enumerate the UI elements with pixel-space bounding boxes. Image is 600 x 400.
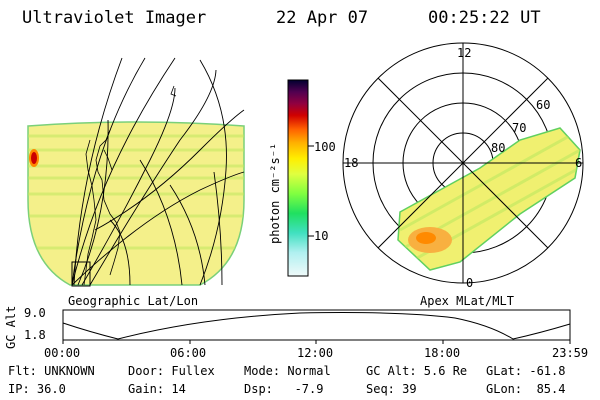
geographic-caption: Geographic Lat/Lon (68, 294, 199, 308)
footprint-box (71, 261, 91, 287)
filter-info: Flt: UNKNOWN (8, 364, 95, 378)
seq-info: Seq: 39 (366, 382, 417, 396)
xtick-1200: 12:00 (297, 346, 334, 360)
date-label: 22 Apr 07 (276, 8, 369, 28)
mlt-6-label: 6 (575, 156, 583, 170)
polar-plot (342, 42, 584, 284)
xtick-0000: 00:00 (44, 346, 81, 360)
dsp-info: Dsp: -7.9 (244, 382, 324, 396)
lat-70-label: 70 (512, 121, 527, 135)
lat-80-label: 80 (491, 141, 506, 155)
xtick-2359: 23:59 (552, 346, 589, 360)
mlt-0-label: 0 (466, 276, 474, 290)
polar-caption: Apex MLat/MLT (420, 294, 514, 308)
mode-info: Mode: Normal (244, 364, 331, 378)
gain-info: Gain: 14 (128, 382, 186, 396)
time-label: 00:25:22 UT (428, 8, 541, 28)
instrument-title: Ultraviolet Imager (22, 8, 207, 28)
door-info: Door: Fullex (128, 364, 215, 378)
altitude-axis-label: GC Alt (4, 305, 18, 349)
color-bar (287, 79, 314, 277)
mlt-18-label: 18 (344, 156, 359, 170)
geographic-image (27, 121, 245, 286)
colorbar-tick-10: 10 (314, 229, 329, 243)
glon-info: GLon: 85.4 (486, 382, 566, 396)
altitude-plot (62, 309, 571, 344)
xtick-0600: 06:00 (170, 346, 207, 360)
ip-info: IP: 36.0 (8, 382, 66, 396)
glat-info: GLat: -61.8 (486, 364, 566, 378)
xtick-1800: 18:00 (424, 346, 461, 360)
colorbar-unit-label: photon cm⁻²s⁻¹ (268, 142, 282, 244)
mlt-12-label: 12 (457, 46, 472, 60)
lat-60-label: 60 (536, 98, 551, 112)
gc-alt-info: GC Alt: 5.6 Re (366, 364, 468, 378)
colorbar-tick-100: 100 (314, 140, 336, 154)
geographic-graticule (71, 57, 245, 286)
altitude-ymin: 1.8 (24, 328, 46, 342)
altitude-ymax: 9.0 (24, 306, 46, 320)
hotspot-red (31, 152, 37, 164)
altitude-curve (62, 312, 571, 340)
